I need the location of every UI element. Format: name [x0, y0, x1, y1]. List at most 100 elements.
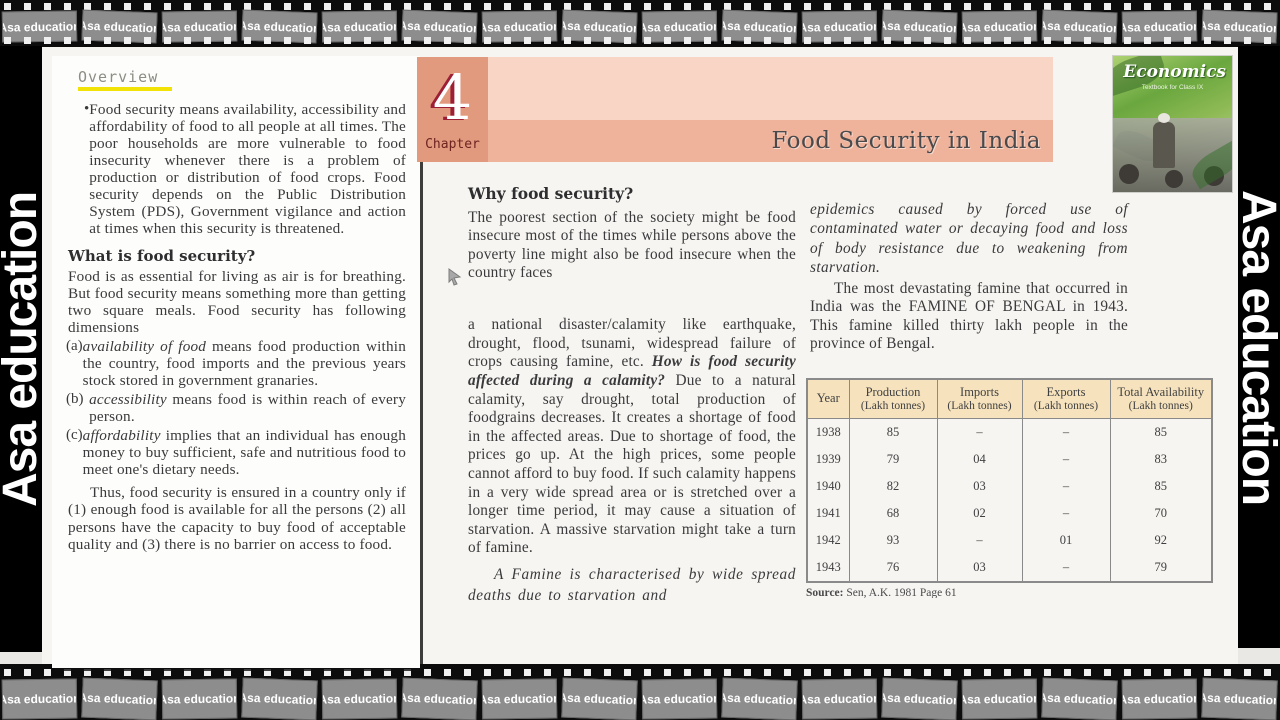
filmstrip-frame: Asa education	[81, 677, 158, 720]
table-cell: 01	[1021, 527, 1111, 554]
famine-italic-paragraph: A Famine is characterised by wide spread…	[468, 565, 796, 604]
table-cell: 1943	[806, 554, 850, 583]
table-source-note: Source: Sen, A.K. 1981 Page 61	[806, 587, 1211, 598]
filmstrip-frame: Asa education	[641, 678, 718, 720]
filmstrip-frame-label: Asa education	[1201, 690, 1278, 708]
filmstrip-frame: Asa education	[1121, 678, 1198, 720]
book-title: Economics	[1123, 62, 1226, 82]
table-header-row: Year Production (Lakh tonnes) Imports (Lakh …	[806, 378, 1213, 419]
bengal-famine-paragraph: The most devastating famine that occurre…	[810, 280, 1128, 352]
filmstrip-frame-label: Asa education	[721, 690, 798, 708]
dimension-label: (a)	[66, 338, 83, 354]
filmstrip-frame: Asa education	[881, 677, 958, 720]
bullet-icon: •	[84, 101, 90, 117]
filmstrip-bottom: Asa education Asa education Asa education A…	[0, 664, 1280, 720]
filmstrip-frame-label: Asa education	[321, 18, 398, 35]
table-cell: 79	[1109, 554, 1213, 583]
table-cell: 03	[936, 554, 1023, 583]
filmstrip-sprocket-holes	[4, 37, 1280, 44]
filmstrip-frame-label: Asa education	[241, 17, 318, 36]
chapter-number: 4	[432, 61, 473, 134]
book-subtitle: Textbook for Class IX	[1141, 84, 1204, 91]
overview-bullet-item: • Food security means availability, acce…	[78, 101, 406, 237]
filmstrip-frame-label: Asa education	[961, 691, 1038, 707]
table-cell: 1942	[806, 527, 850, 554]
filmstrip-frame-label: Asa education	[641, 691, 718, 707]
dimension-label: (b)	[66, 391, 84, 407]
filmstrip-frame: Asa education	[961, 678, 1038, 720]
filmstrip-frame-label: Asa education	[641, 18, 718, 35]
dimension-text: availability of food means food producti…	[83, 338, 406, 389]
economics-book-cover: Economics Textbook for Class IX	[1113, 56, 1232, 192]
filmstrip-frame-label: Asa education	[1121, 691, 1198, 707]
chapter-banner-title-band: Food Security in India	[488, 120, 1053, 162]
table-cell: 1941	[806, 500, 850, 527]
table-cell: –	[1021, 500, 1111, 527]
filmstrip-frame-label: Asa education	[881, 690, 958, 708]
table-cell: 68	[848, 500, 938, 527]
filmstrip-frame-label: Asa education	[1, 18, 78, 35]
filmstrip-sprocket-holes	[4, 3, 1280, 10]
dimension-term: availability of food	[82, 338, 207, 355]
filmstrip-frame: Asa education	[561, 677, 638, 720]
table-cell: –	[1021, 418, 1111, 446]
filmstrip-frame-label: Asa education	[481, 18, 558, 35]
table-cell: 04	[936, 446, 1023, 473]
dimension-term: accessibility	[89, 391, 167, 408]
paragraph-text: a national disaster/calamity like earthq…	[468, 316, 796, 371]
dimension-term: affordability	[82, 427, 161, 444]
filmstrip-frame-label: Asa education	[241, 690, 318, 708]
filmstrip-frame-label: Asa education	[321, 691, 398, 707]
filmstrip-frame-label: Asa education	[801, 691, 878, 707]
filmstrip-frame: Asa education	[401, 677, 478, 720]
filmstrip-frame-label: Asa education	[1121, 18, 1198, 35]
table-cell: 93	[848, 527, 938, 554]
filmstrip-frame-label: Asa education	[1041, 690, 1118, 708]
filmstrip-frame-label: Asa education	[881, 17, 958, 36]
left-watermark-label: Asa education	[0, 191, 48, 507]
filmstrip-frame-label: Asa education	[81, 17, 158, 36]
table-cell: 03	[936, 473, 1023, 500]
dimension-text: accessibility means food is within reach…	[89, 391, 406, 425]
table-cell: –	[936, 418, 1023, 446]
table-cell: 1940	[806, 473, 850, 500]
table-cell: 76	[848, 554, 938, 583]
filmstrip-frame-label: Asa education	[481, 691, 558, 707]
filmstrip-frame-label: Asa education	[81, 690, 158, 708]
filmstrip-frame-label: Asa education	[1, 691, 78, 707]
filmstrip-frame: Asa education	[241, 677, 318, 720]
filmstrip-sprocket-holes	[4, 669, 1280, 676]
table-row: 1943 76 03–79	[806, 554, 1213, 583]
table-cell: 70	[1109, 500, 1213, 527]
famine-statistics-table: Year Production (Lakh tonnes) Imports (Lakh …	[806, 378, 1213, 583]
filmstrip-frame: Asa education	[481, 678, 558, 720]
filmstrip-frame-label: Asa education	[721, 17, 798, 36]
mouse-cursor-icon	[448, 268, 462, 286]
table-cell: 92	[1109, 527, 1213, 554]
filmstrip-frame-label: Asa education	[1041, 17, 1118, 36]
table-row: 1942 93–01 92	[806, 527, 1213, 554]
table-row: 1940 82 03–85	[806, 473, 1213, 500]
table-header-cell: Production (Lakh tonnes)	[848, 378, 938, 419]
table-header-cell: Imports (Lakh tonnes)	[936, 378, 1023, 419]
thus-paragraph: Thus, food security is ensured in a coun…	[68, 484, 406, 554]
filmstrip-frame-label: Asa education	[1201, 17, 1278, 36]
source-label: Source:	[806, 587, 844, 598]
filmstrip-frame: Asa education	[161, 678, 238, 720]
bold-question: How is food security affected during a c…	[468, 353, 796, 389]
dimension-item-b: (b) accessibility means food is within r…	[66, 391, 406, 425]
table-cell: 02	[936, 500, 1023, 527]
table-cell: 85	[1109, 473, 1213, 500]
chapter-label: Chapter	[425, 137, 480, 152]
what-is-food-security-paragraph: Food is as essential for living as air i…	[68, 268, 406, 336]
right-watermark-label: Asa education	[1232, 189, 1280, 505]
filmstrip-frame-label: Asa education	[401, 17, 478, 36]
dimension-item-c: (c) affordability implies that an indivi…	[66, 427, 406, 478]
left-text-panel: Overview • Food security means availabil…	[52, 56, 420, 668]
filmstrip-frame: Asa education	[321, 678, 398, 720]
what-is-food-security-heading: What is food security?	[68, 247, 256, 265]
middle-text-column: Why food security? The poorest section o…	[468, 184, 796, 606]
overview-bullet-text: Food security means availability, access…	[89, 101, 406, 237]
child-figure	[1119, 164, 1139, 184]
